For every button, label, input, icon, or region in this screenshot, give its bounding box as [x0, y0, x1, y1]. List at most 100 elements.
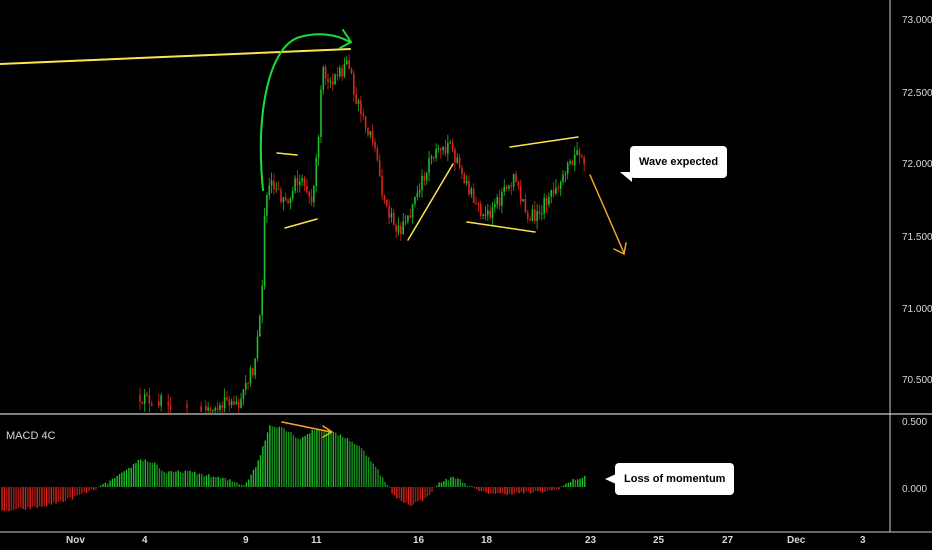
macd-bar — [570, 482, 572, 487]
price-candles — [139, 54, 585, 413]
macd-bar — [172, 472, 175, 487]
candle-body — [209, 407, 212, 411]
macd-bar — [8, 487, 10, 512]
macd-bar — [100, 485, 102, 487]
candle-body — [428, 158, 430, 173]
macd-bar — [342, 437, 344, 487]
candle-body — [371, 131, 374, 142]
macd-bar — [555, 487, 558, 490]
macd-bar — [527, 487, 530, 492]
macd-bar — [97, 487, 100, 488]
candle-body — [468, 181, 470, 195]
macd-bar — [565, 483, 567, 487]
macd-bar — [64, 487, 67, 501]
macd-bar — [464, 483, 466, 487]
candle-body — [444, 146, 447, 154]
candle-body — [284, 197, 287, 201]
wave-callout-pointer — [620, 172, 632, 182]
candle-body — [581, 155, 583, 158]
candle-body — [388, 205, 390, 218]
divergence-arrowhead — [322, 425, 334, 438]
macd-bar — [356, 444, 358, 487]
macd-bar — [92, 487, 95, 490]
macd-bar — [525, 487, 527, 492]
candle-body — [548, 196, 550, 205]
candle-body — [308, 191, 310, 197]
macd-bar — [245, 482, 248, 487]
macd-bar — [278, 426, 280, 487]
macd-bar — [280, 426, 283, 487]
candle-body — [562, 174, 564, 183]
macd-bar — [438, 482, 440, 487]
macd-bar — [330, 433, 332, 487]
date-label: 23 — [585, 535, 597, 546]
price-tick: 72.500 — [902, 88, 932, 99]
candle-body — [449, 142, 451, 144]
macd-bar — [224, 477, 226, 487]
candle-body — [256, 336, 259, 359]
candle-body — [205, 405, 207, 411]
macd-bar — [241, 484, 243, 487]
range-bottom-line — [466, 221, 536, 233]
macd-bar — [184, 470, 186, 487]
candle-body — [336, 74, 339, 77]
macd-bar — [492, 487, 494, 494]
macd-bar — [161, 470, 163, 487]
candle-body — [247, 383, 249, 385]
macd-bar — [20, 487, 22, 509]
candle-body — [517, 181, 520, 187]
curve-arrowhead — [339, 29, 353, 49]
macd-bar — [45, 487, 48, 507]
macd-bar — [497, 487, 499, 494]
candle-body — [442, 146, 444, 151]
macd-bar — [31, 487, 34, 507]
macd-bar — [41, 487, 43, 507]
candle-body — [522, 199, 524, 202]
macd-bar — [269, 425, 271, 487]
candle-body — [261, 285, 263, 316]
macd-bar — [537, 487, 539, 492]
candle-body — [543, 197, 545, 214]
macd-bar — [6, 487, 8, 511]
macd-tick: 0.000 — [902, 484, 927, 495]
candle-body — [402, 221, 404, 235]
macd-bar — [577, 479, 579, 487]
macd-bar — [311, 429, 313, 487]
macd-bar — [238, 484, 241, 487]
candle-body — [167, 402, 169, 406]
macd-bar — [553, 487, 555, 490]
macd-bar — [38, 487, 41, 507]
macd-bar — [266, 432, 269, 487]
macd-bar — [50, 487, 53, 505]
candle-body — [294, 178, 296, 192]
macd-bar — [323, 431, 325, 487]
candle-body — [207, 407, 209, 411]
macd-bar — [417, 487, 419, 502]
macd-bar — [318, 429, 320, 487]
candle-body — [432, 156, 435, 159]
candle-body — [458, 157, 461, 168]
macd-bar — [396, 487, 398, 499]
macd-bar — [304, 435, 306, 487]
candle-body — [583, 157, 585, 164]
macd-bar — [217, 476, 219, 487]
candle-body — [479, 204, 482, 216]
macd-bar — [429, 487, 431, 496]
macd-bar — [581, 477, 584, 487]
macd-bar — [572, 478, 574, 487]
candle-body — [327, 78, 329, 82]
macd-bar — [426, 487, 429, 497]
candle-body — [566, 163, 569, 174]
macd-bar — [288, 431, 290, 487]
candle-body — [378, 160, 381, 177]
macd-bar — [69, 487, 71, 498]
macd-bar — [325, 432, 327, 487]
macd-bar — [351, 441, 353, 487]
candle-body — [545, 197, 548, 205]
macd-bar — [74, 487, 76, 497]
macd-bar — [236, 482, 238, 487]
macd-bar — [102, 483, 104, 487]
macd-bar — [551, 487, 553, 491]
macd-bar — [506, 487, 508, 496]
